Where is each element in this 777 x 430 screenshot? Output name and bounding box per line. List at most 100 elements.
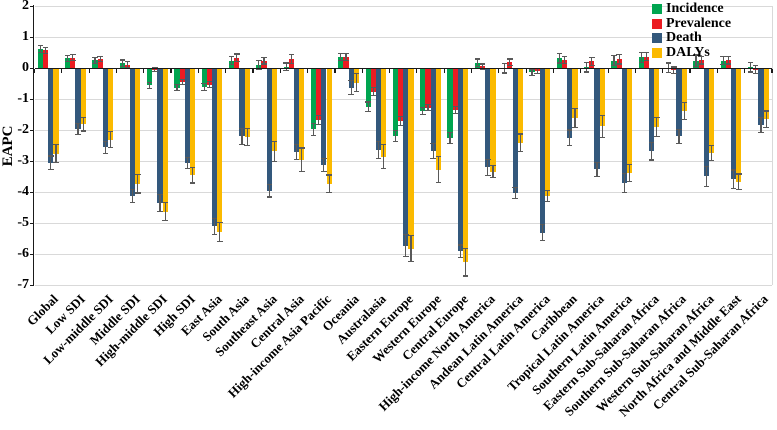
bar-death-australasia (375, 68, 382, 150)
error-cap-incidence-low-middle-sdi-high (92, 56, 98, 58)
error-cap-death-central-asia-high (293, 143, 300, 145)
error-cap-incidence-high-income-asia-pacific-high (310, 122, 317, 124)
bar-prevalence-southeast-asia (261, 60, 267, 69)
bar-death-north-africa-and-middle-east (731, 68, 737, 180)
y-tick--3 (30, 160, 34, 162)
error-cap-dalys-southern-sub-saharan-africa-low (681, 119, 687, 121)
x-tick-18 (525, 69, 527, 74)
error-cap-dalys-global-low (53, 162, 59, 164)
legend-item-prevalence: Prevalence (652, 16, 731, 32)
error-cap-death-global-low (48, 169, 54, 171)
error-cap-incidence-caribbean-high (556, 53, 563, 55)
error-cap-death-high-sdi-low (184, 167, 191, 170)
error-bar-death-high-income-asia-pacific (323, 158, 325, 172)
error-cap-death-high-sdi-high (184, 156, 191, 158)
error-bar-dalys-eastern-europe (410, 235, 412, 262)
error-cap-prevalence-eastern-europe-low (397, 125, 404, 127)
error-bar-incidence-low-middle-sdi (94, 57, 96, 64)
bar-dalys-western-europe (435, 68, 441, 170)
error-cap-dalys-western-sub-saharan-africa-high (708, 144, 715, 147)
error-cap-death-eastern-europe-high (403, 234, 409, 236)
error-cap-dalys-andean-latin-america-high (517, 133, 524, 135)
error-bar-prevalence-australasia (372, 87, 374, 96)
error-cap-dalys-central-asia-high (299, 147, 305, 149)
error-bar-dalys-western-sub-saharan-africa (710, 145, 713, 161)
error-cap-death-high-income-asia-pacific-high (321, 157, 327, 159)
error-cap-dalys-eastern-europe-low (408, 261, 414, 263)
error-cap-death-southern-latin-america-high (621, 173, 628, 175)
error-cap-dalys-southern-sub-saharan-africa-high (681, 101, 687, 103)
error-cap-prevalence-eastern-sub-saharan-africa-low (643, 59, 650, 61)
error-cap-incidence-global-low (37, 52, 44, 54)
error-bar-death-south-asia (241, 128, 243, 145)
error-bar-prevalence-central-asia (290, 54, 292, 64)
error-cap-death-western-europe-high (430, 142, 436, 144)
bar-incidence-low-sdi (65, 58, 71, 69)
error-cap-prevalence-tropical-latin-america-high (589, 57, 595, 59)
error-cap-incidence-north-africa-and-middle-east-high (720, 56, 726, 58)
error-cap-dalys-low-sdi-high (80, 116, 87, 118)
error-cap-incidence-high-income-north-america-high (474, 58, 481, 60)
error-cap-dalys-low-sdi-low (80, 130, 87, 132)
error-cap-prevalence-low-sdi-high (70, 54, 76, 56)
error-bar-prevalence-eastern-sub-saharan-africa (645, 52, 648, 61)
bar-death-low-sdi (75, 68, 81, 129)
x-tick-13 (388, 69, 391, 74)
error-cap-prevalence-southern-latin-america-high (616, 54, 622, 56)
bar-incidence-low-middle-sdi (92, 60, 98, 69)
y-tick-1 (30, 36, 34, 38)
error-cap-incidence-oceania-low (338, 60, 344, 62)
error-bar-dalys-central-latin-america (547, 190, 549, 202)
error-bar-incidence-southern-latin-america (613, 55, 615, 66)
x-tick-17 (498, 69, 500, 74)
bar-dalys-low-sdi (80, 68, 86, 125)
error-cap-incidence-southern-sub-saharan-africa-high (665, 62, 672, 64)
error-cap-prevalence-high-income-north-america-high (479, 63, 486, 65)
y-tick-label--6: -6 (17, 246, 29, 262)
y-tick--5 (30, 222, 34, 224)
error-cap-incidence-central-asia-high (283, 62, 289, 64)
error-cap-death-low-middle-sdi-low (102, 152, 109, 155)
bar-dalys-low-middle-sdi (107, 68, 114, 140)
error-bar-prevalence-oceania (345, 53, 347, 61)
error-cap-death-central-latin-america-high (539, 224, 546, 226)
bar-incidence-east-asia (201, 68, 207, 87)
x-tick-24 (689, 69, 691, 74)
error-cap-prevalence-oceania-high (343, 52, 349, 54)
bar-prevalence-oceania (343, 57, 349, 69)
error-bar-death-high-middle-sdi (159, 194, 161, 212)
error-cap-death-andean-latin-america-low (512, 197, 518, 200)
bar-dalys-southern-latin-america (626, 68, 633, 174)
error-cap-death-central-europe-high (457, 244, 464, 246)
bar-death-western-europe (430, 68, 436, 152)
error-bar-incidence-north-africa-and-middle-east (722, 56, 724, 65)
error-cap-dalys-north-africa-and-middle-east-low (736, 188, 742, 191)
x-tick-3 (115, 69, 118, 74)
error-cap-death-southern-sub-saharan-africa-low (676, 142, 682, 144)
error-bar-death-southeast-asia (268, 184, 270, 197)
bar-incidence-western-europe (420, 68, 426, 112)
error-cap-incidence-central-europe-high (447, 131, 453, 133)
error-cap-death-oceania-low (348, 93, 354, 95)
error-bar-dalys-central-asia (301, 147, 303, 172)
error-bar-incidence-high-middle-sdi (149, 82, 151, 89)
error-cap-dalys-central-latin-america-low (544, 201, 551, 203)
bar-dalys-caribbean (572, 68, 578, 118)
error-bar-incidence-eastern-europe (394, 130, 397, 142)
error-bar-dalys-eastern-sub-saharan-africa (656, 117, 658, 137)
error-cap-prevalence-andean-latin-america-low (507, 64, 513, 66)
error-cap-prevalence-low-middle-sdi-high (97, 56, 103, 58)
error-cap-prevalence-central-europe-high (452, 105, 459, 107)
bar-death-high-sdi (184, 68, 190, 163)
error-bar-prevalence-east-asia (208, 81, 211, 88)
error-cap-incidence-eastern-europe-high (392, 129, 399, 131)
legend-label-death: Death (666, 30, 702, 46)
error-cap-dalys-eastern-europe-high (408, 235, 414, 237)
error-bar-death-eastern-sub-saharan-africa (651, 142, 653, 161)
x-tick-20 (580, 69, 582, 74)
gridline-y-1 (34, 36, 772, 38)
error-cap-prevalence-central-asia-low (288, 62, 295, 64)
y-tick-label-2: 2 (22, 0, 29, 14)
error-cap-incidence-australasia-high (365, 101, 371, 103)
error-cap-incidence-western-sub-saharan-africa-high (693, 54, 699, 56)
